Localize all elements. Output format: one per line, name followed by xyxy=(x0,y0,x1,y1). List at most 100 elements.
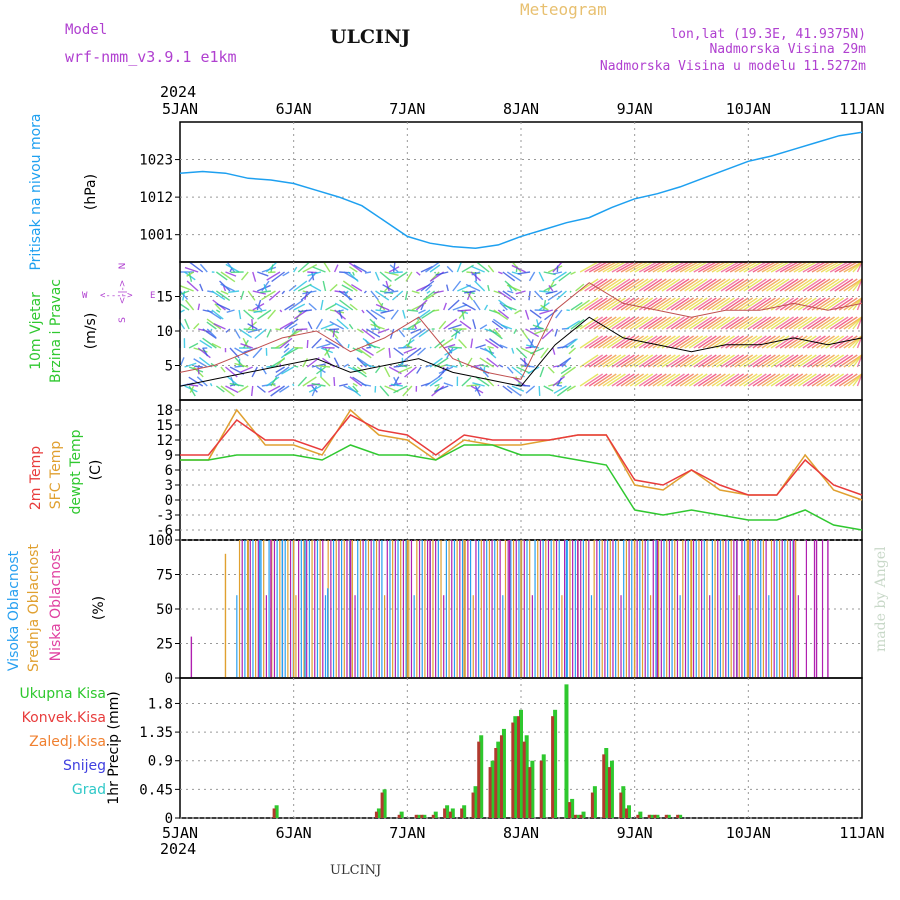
wind-barb xyxy=(657,373,676,387)
wind-barb xyxy=(343,290,351,301)
wind-barb xyxy=(388,347,391,358)
wind-barb xyxy=(539,366,545,378)
wind-barb xyxy=(316,366,326,375)
wind-barb xyxy=(647,278,667,292)
wind-barb xyxy=(802,373,822,387)
wind-barb xyxy=(834,261,854,273)
y-tick-label: 25 xyxy=(156,637,173,653)
wind-barb xyxy=(566,385,576,392)
wind-barb xyxy=(670,278,690,292)
wind-barb xyxy=(220,271,236,283)
wind-barb xyxy=(497,309,510,319)
wind-barb xyxy=(342,280,358,292)
wind-barb xyxy=(711,335,731,349)
wind-barb xyxy=(761,373,781,387)
precip-total-bar xyxy=(433,811,438,818)
wind-barb xyxy=(241,271,249,281)
precip-total-bar xyxy=(581,811,586,818)
pressure-unit-label: (hPa) xyxy=(83,174,99,210)
wind-barb xyxy=(611,316,631,330)
wind-barb xyxy=(611,354,631,368)
wind-barb xyxy=(197,303,201,311)
wind-barb xyxy=(338,290,353,301)
year-top: 2024 xyxy=(160,83,196,101)
y-tick-label: 50 xyxy=(156,602,173,618)
wind-barb xyxy=(770,316,790,330)
wind-barb xyxy=(470,265,485,273)
precip-conv-bar xyxy=(477,741,481,818)
wind-barb xyxy=(634,261,654,273)
precip-conv-bar xyxy=(676,814,680,818)
wind-gust-line xyxy=(179,282,863,380)
wind-barb xyxy=(240,290,245,300)
wind-barb xyxy=(452,280,462,292)
wind-barb xyxy=(297,283,312,292)
wind-barb xyxy=(206,321,217,330)
wind-barb xyxy=(834,316,854,330)
wind-barb xyxy=(465,283,481,292)
wind-barb xyxy=(752,373,772,387)
wind-barb xyxy=(679,261,699,273)
wind-barb xyxy=(361,328,376,340)
wind-barb xyxy=(474,385,481,397)
wind-barb xyxy=(491,320,504,330)
wind-barb xyxy=(684,297,704,311)
wind-barb xyxy=(506,284,522,292)
wind-barb xyxy=(384,290,399,294)
wind-barb xyxy=(407,347,422,359)
wind-barb xyxy=(825,297,845,311)
wind-barb xyxy=(199,263,208,273)
mid-cloud-title: Srednja Oblacnost xyxy=(26,544,42,672)
wind-barb xyxy=(528,290,531,301)
wind-barb xyxy=(538,385,541,396)
wind-barb xyxy=(825,261,844,273)
cloud-panel: 0 25 50 75 100 Visoka Oblacnost Srednja Oblacn… xyxy=(6,533,863,687)
precip-total-bar xyxy=(626,805,631,818)
wind-barb xyxy=(688,278,708,292)
wind-barb xyxy=(766,261,785,273)
wind-barb xyxy=(270,264,274,273)
wind-barb xyxy=(788,373,808,387)
wind-barb xyxy=(267,271,276,274)
wind-barb xyxy=(282,271,290,277)
wind-barb xyxy=(380,309,394,314)
precip-legend-item: Konvek.Kisa xyxy=(22,710,106,726)
wind-barb xyxy=(629,373,649,387)
wind-barb xyxy=(797,316,817,330)
wind-barb xyxy=(363,363,376,368)
wind-barb xyxy=(302,358,309,368)
wind-barb xyxy=(267,309,277,320)
wind-barb xyxy=(377,328,390,334)
wind-barb xyxy=(647,261,667,273)
wind-barb xyxy=(820,316,840,330)
wind-barb xyxy=(834,278,854,292)
wind-barb xyxy=(852,373,863,387)
wind-barb xyxy=(292,383,295,387)
y-tick-label: 1012 xyxy=(139,190,173,206)
wind-barb xyxy=(499,302,508,311)
y-tick-label: 6 xyxy=(165,463,173,479)
wind-barb xyxy=(403,347,417,354)
wind-barb xyxy=(213,322,226,330)
wind-barb xyxy=(729,316,749,330)
wind-barb xyxy=(336,309,344,313)
wind-barb xyxy=(385,280,390,292)
y-tick-label: 1023 xyxy=(139,153,173,169)
wind-barb xyxy=(675,373,694,387)
precip-total-bar xyxy=(501,728,506,818)
wind-barb xyxy=(411,318,420,330)
wind-barb xyxy=(552,271,567,282)
wind-barb xyxy=(333,377,336,387)
wind-barb xyxy=(593,297,613,311)
wind-barb xyxy=(297,376,308,387)
wind-barb xyxy=(263,283,268,292)
wind-barb xyxy=(435,271,449,276)
y-tick-label: 1001 xyxy=(139,228,173,244)
wind-barb xyxy=(475,376,490,387)
wind-barb xyxy=(347,271,359,283)
wind-barb xyxy=(729,278,749,292)
wind-barb xyxy=(679,278,699,292)
wind-barb xyxy=(547,280,555,292)
wind-barb xyxy=(761,261,781,273)
y-tick-label: 0 xyxy=(165,671,173,687)
